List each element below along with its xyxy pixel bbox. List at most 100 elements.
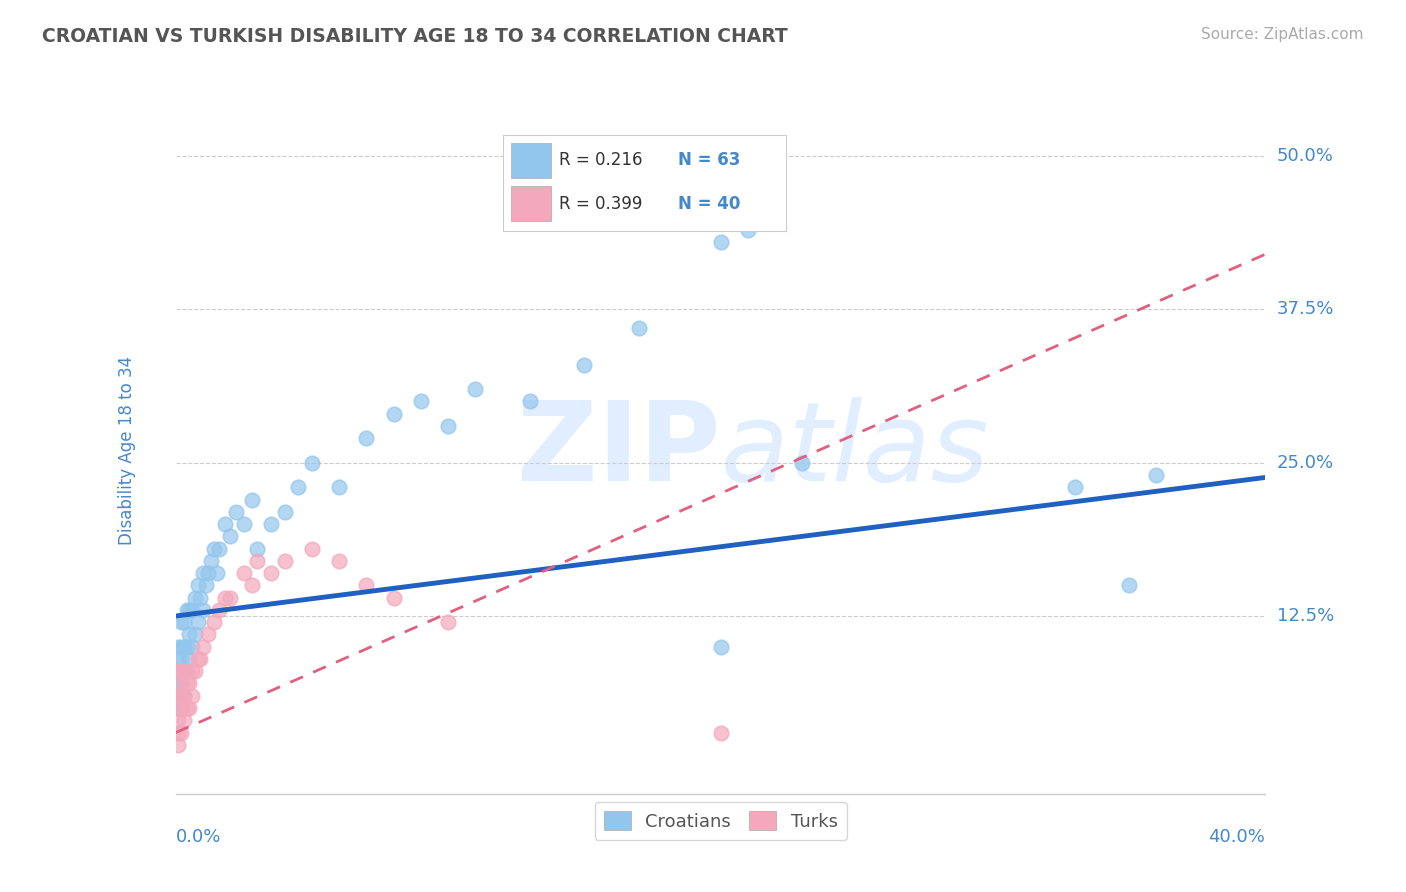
Point [464,382,486,396]
Legend: Croatians, Turks: Croatians, Turks [595,803,846,839]
Point [197,566,219,581]
Point [184,591,207,605]
Point [627,321,650,335]
Point [214,591,236,605]
Point [173,615,195,630]
Text: Source: ZipAtlas.com: Source: ZipAtlas.com [1201,27,1364,42]
Point [167,676,190,690]
Point [184,664,207,679]
Point [1063,480,1085,494]
Point [167,701,190,715]
Point [173,664,195,679]
Point [170,664,193,679]
Point [219,529,242,543]
Point [763,173,786,188]
Text: 12.5%: 12.5% [1277,607,1334,625]
Point [176,603,198,617]
Point [173,714,195,728]
Point [382,591,405,605]
Text: 50.0%: 50.0% [1277,147,1333,165]
Point [240,578,263,592]
Text: CROATIAN VS TURKISH DISABILITY AGE 18 TO 34 CORRELATION CHART: CROATIAN VS TURKISH DISABILITY AGE 18 TO… [42,27,787,45]
Text: 40.0%: 40.0% [1209,828,1265,847]
Point [409,394,432,409]
Point [173,640,195,654]
Point [167,738,190,752]
Point [181,640,204,654]
Point [737,223,759,237]
Point [1144,467,1167,482]
Point [188,591,211,605]
Point [170,676,193,690]
Point [188,652,211,666]
Point [437,419,460,434]
Bar [512,186,551,221]
Point [181,664,204,679]
Point [176,676,198,690]
Point [225,505,247,519]
Point [200,554,222,568]
Point [197,627,219,641]
Point [328,480,350,494]
Point [179,627,201,641]
Point [191,603,214,617]
Point [167,664,190,679]
Text: 25.0%: 25.0% [1277,454,1334,472]
Point [167,714,190,728]
Text: N = 63: N = 63 [678,152,741,169]
Point [574,358,596,372]
Point [167,664,190,679]
Point [167,689,190,703]
Text: ZIP: ZIP [517,397,721,504]
Point [167,652,190,666]
Text: atlas: atlas [721,397,990,504]
Point [170,615,193,630]
Point [274,554,297,568]
Point [179,603,201,617]
Text: 37.5%: 37.5% [1277,301,1334,318]
Point [181,689,204,703]
Point [170,689,193,703]
Point [382,407,405,421]
Point [437,615,460,630]
Point [167,640,190,654]
Bar [512,144,551,178]
Point [219,591,242,605]
Text: Disability Age 18 to 34: Disability Age 18 to 34 [118,356,136,545]
Point [208,603,231,617]
Point [301,456,323,470]
Point [176,664,198,679]
Point [710,725,733,739]
Point [240,492,263,507]
Point [186,615,209,630]
Point [184,627,207,641]
Point [173,689,195,703]
Text: R = 0.216: R = 0.216 [560,152,643,169]
Point [170,701,193,715]
Point [194,578,217,592]
Text: R = 0.399: R = 0.399 [560,194,643,213]
Point [356,431,378,445]
Point [186,652,209,666]
Point [176,701,198,715]
Point [170,652,193,666]
Point [186,578,209,592]
Point [202,615,225,630]
Point [260,517,283,532]
Point [710,640,733,654]
Point [1118,578,1140,592]
Point [179,652,201,666]
Point [173,664,195,679]
Point [179,701,201,715]
Point [356,578,378,592]
Point [170,701,193,715]
Point [301,541,323,556]
Point [246,554,269,568]
Point [287,480,309,494]
Point [170,725,193,739]
Point [519,394,541,409]
Point [167,725,190,739]
Point [181,603,204,617]
Point [246,541,269,556]
Point [191,640,214,654]
